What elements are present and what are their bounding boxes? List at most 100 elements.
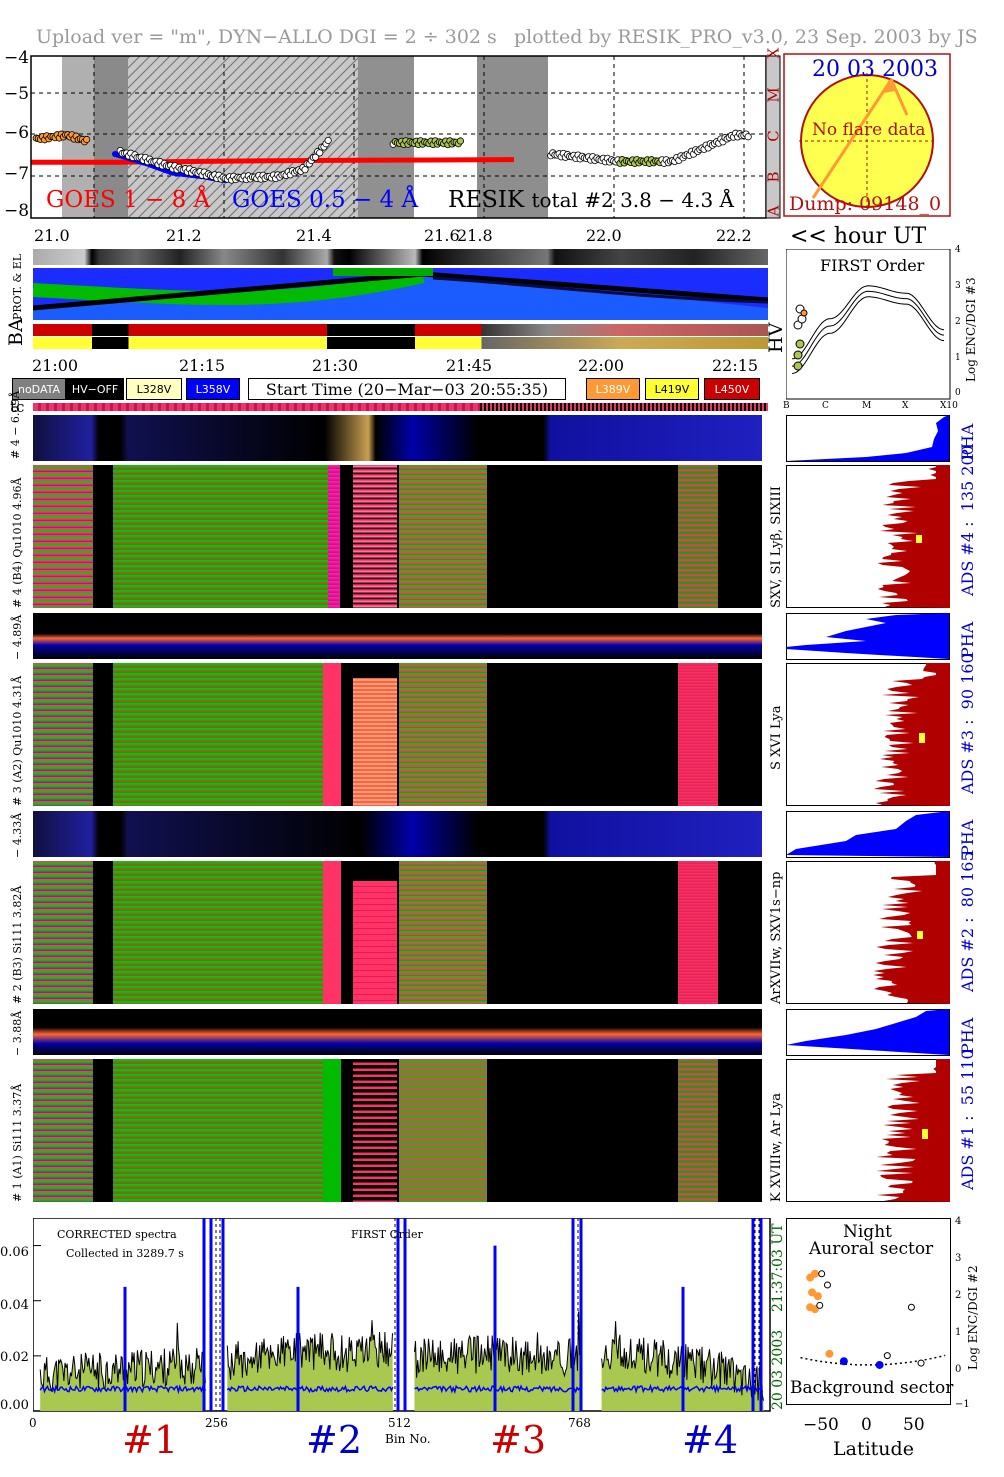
spec-xlabel: Bin No. <box>385 1432 431 1446</box>
lat-ytick-0: 0 <box>955 1364 962 1375</box>
resik-point <box>83 135 91 144</box>
class-letter-c: C <box>764 130 783 142</box>
channel-mark-1: #1 <box>122 1418 179 1462</box>
pha-strip-4 <box>33 415 762 461</box>
lat-point-orange <box>810 1269 819 1278</box>
ads-range-2: 80 165 <box>958 851 977 908</box>
fo-xtick-x: X <box>902 401 909 411</box>
side-hist-3 <box>786 663 950 806</box>
goes-shade-2 <box>94 56 128 218</box>
pha-label-4: # 4 − 6.09Å <box>9 390 22 459</box>
hatch-line <box>128 56 291 218</box>
legend-nodata: noDATA <box>12 378 66 400</box>
side-pha-4 <box>786 415 950 462</box>
lat-point-black <box>907 1303 915 1311</box>
lat-ytick-2: 2 <box>955 1290 962 1301</box>
upper-tick-2: 21.2 <box>166 226 202 245</box>
goes-lightcurve-chart <box>0 50 785 225</box>
sun-arrow-2 <box>889 78 909 116</box>
lower-tick-5: 22:00 <box>578 356 625 375</box>
hist-label-2: # 2 (B3) Si111 3.82Å <box>11 885 24 1004</box>
hatch-line <box>317 177 358 218</box>
lower-tick-2: 21:15 <box>179 356 226 375</box>
goes-1-8-line <box>31 157 515 165</box>
sun-panel <box>783 53 951 217</box>
goes-y-tick-5: −8 <box>4 201 30 221</box>
lat-point-blue <box>875 1360 884 1369</box>
latitude-chart <box>786 1218 951 1405</box>
tc-bar <box>33 403 768 411</box>
legend-start-time: Start Time (20−Mar−03 20:55:35) <box>248 378 566 400</box>
pha-strip-1 <box>33 1009 762 1055</box>
spec-line-2 <box>226 1320 393 1380</box>
pha-strip-2 <box>33 811 762 857</box>
ads-name-1: ADS #1 : <box>958 1115 977 1191</box>
resik-point <box>456 137 465 145</box>
lower-tick-3: 21:30 <box>312 356 359 375</box>
goes-shade-5 <box>477 56 548 218</box>
spec-background-1 <box>39 1384 207 1395</box>
goes-legend-1-8: GOES 1 − 8 Å <box>46 187 211 213</box>
first-order-title: FIRST Order <box>820 256 925 275</box>
spectrum-chart <box>33 1218 771 1412</box>
hatch-line <box>128 56 201 129</box>
lat-point-black <box>818 1270 826 1278</box>
ads-range-4: 135 200 <box>958 445 977 512</box>
spectrum-text-order: FIRST Order <box>351 1228 423 1241</box>
hatch-line <box>327 187 358 218</box>
side-hist-4 <box>786 465 950 608</box>
legend-l419: L419V <box>645 378 699 400</box>
side-hist-1 <box>786 1059 950 1202</box>
hv-label: HV <box>765 322 787 353</box>
lat-ytick-m1: −1 <box>955 1399 970 1410</box>
hatch-line <box>167 56 331 218</box>
hatch-line <box>147 56 311 218</box>
lat-ytick-1: 1 <box>955 1327 962 1338</box>
prot-el-panel <box>33 268 768 320</box>
sun-flare-text: No flare data <box>812 120 926 140</box>
upper-tick-4: 21.6 <box>424 226 460 245</box>
lat-point-orange <box>825 1349 834 1358</box>
legend-l358: L358V <box>186 378 240 400</box>
fo-ytick-4: 4 <box>955 245 961 255</box>
fo-point-1 <box>793 361 803 371</box>
lines-label-1: K XVIIIw, Ar Lya <box>769 1093 784 1202</box>
hatch-line <box>177 56 341 218</box>
resik-legend: RESIK total #2 3.8 − 4.3 Å <box>448 187 734 213</box>
lat-point-black <box>823 1281 831 1289</box>
channel-mark-4: #4 <box>682 1418 739 1462</box>
ads-label-2: ADS #2 : 80 165 <box>958 851 977 992</box>
class-letter-a: A <box>764 205 783 217</box>
channel-mark-2: #2 <box>306 1418 363 1462</box>
goes-shade-4 <box>358 56 414 218</box>
hatch-line <box>128 56 181 109</box>
side-pha-1 <box>786 1009 950 1056</box>
spec-xtick-512: 512 <box>388 1416 411 1430</box>
lat-point-black <box>816 1301 824 1309</box>
lat-point-orange <box>808 1288 817 1297</box>
spec-background-2 <box>226 1384 394 1394</box>
fo-ytick-2: 2 <box>955 317 961 327</box>
lat-point-black <box>883 1352 891 1360</box>
spectrum-text-corrected: CORRECTED spectra <box>57 1228 177 1241</box>
resik-total-label: total #2 3.8 − 4.3 Å <box>531 188 734 212</box>
prot-el-label: PROT. & EL <box>11 253 24 320</box>
sun-dump-text: Dump: 09148_0 <box>789 193 942 215</box>
spec-ytick-000: 0.00 <box>0 1398 29 1413</box>
header-left: Upload ver = "m", DYN−ALLO DGI = 2 ÷ 302… <box>36 26 497 48</box>
hatch-line <box>307 167 358 218</box>
lat-xtick-50: 50 <box>903 1415 925 1435</box>
pha-label-1: − 3.88Å <box>11 1010 24 1056</box>
ads-label-1: ADS #1 : 55 110 <box>958 1049 977 1190</box>
hist-strip-1 <box>33 1059 762 1202</box>
hatch-line <box>237 97 358 218</box>
tc-bar-dark <box>480 403 768 411</box>
hatch-line <box>257 117 358 218</box>
hatch-line <box>128 56 241 169</box>
lat-bottom: Background sector <box>790 1378 954 1398</box>
fo-ylabel: Log ENC/DGI #3 <box>964 277 978 382</box>
fo-point-3 <box>795 339 805 349</box>
ba-label: BA <box>5 318 27 346</box>
hatch-line <box>217 77 358 218</box>
lat-title-1: Night <box>843 1222 892 1242</box>
